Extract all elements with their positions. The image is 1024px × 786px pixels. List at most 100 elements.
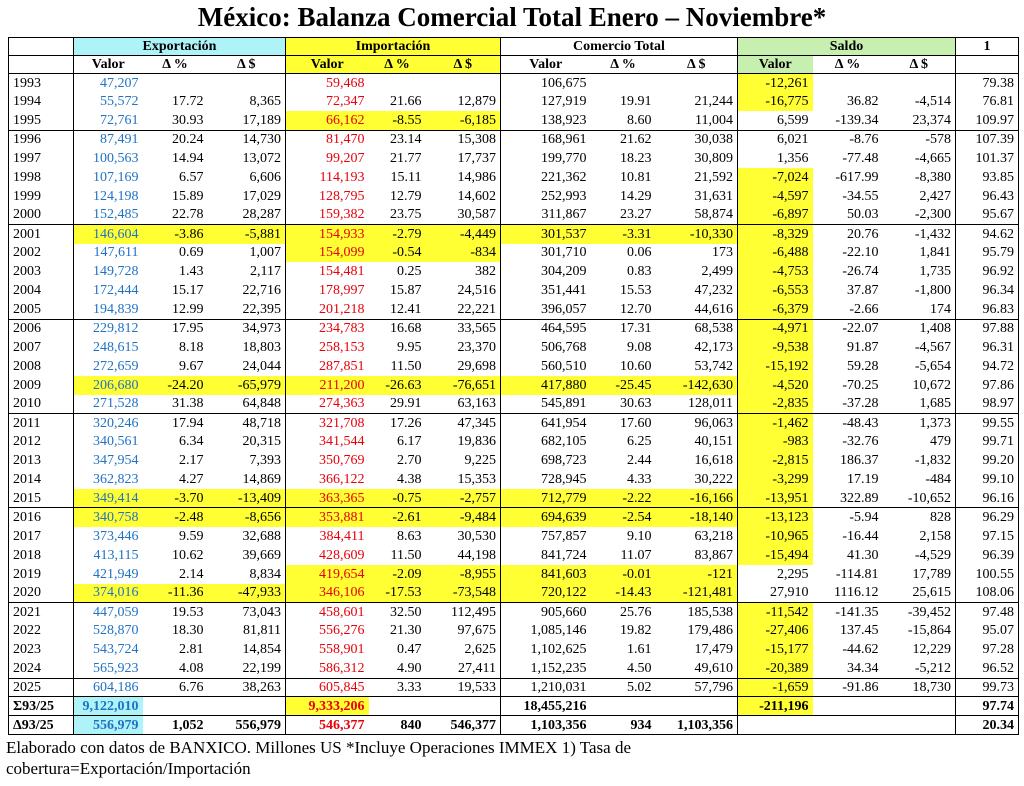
cell: 728,945 — [541, 472, 587, 488]
cell: 2.44 — [627, 453, 652, 469]
cell: -8.55 — [368, 111, 426, 131]
cell: -15,192 — [737, 356, 813, 376]
cell: 11.50 — [390, 547, 422, 563]
cell: 1.43 — [179, 264, 204, 280]
cell: 10,672 — [882, 375, 956, 395]
cell: -211,196 — [737, 696, 813, 716]
cell: 346,106 — [285, 583, 369, 603]
cell: 1,102,625 — [530, 642, 587, 658]
cell — [207, 696, 286, 716]
cell: 39,669 — [207, 545, 286, 565]
cell: 351,441 — [541, 283, 587, 299]
cell: 4.33 — [627, 472, 652, 488]
cell: 21.30 — [390, 623, 422, 639]
cell: 6,606 — [207, 167, 286, 187]
cell: 841,724 — [541, 547, 587, 563]
cell: 96.29 — [955, 507, 1019, 527]
cell — [737, 715, 813, 735]
cell: 0.06 — [627, 245, 652, 261]
cell: 15.87 — [390, 283, 422, 299]
row-label: 2019 — [8, 564, 74, 584]
header-cell — [8, 37, 74, 56]
cell: 0.69 — [179, 245, 204, 261]
cell: 558,901 — [319, 642, 365, 658]
cell: 97.88 — [955, 318, 1019, 338]
cell: 272,659 — [93, 358, 139, 374]
cell: -15,177 — [737, 640, 813, 660]
cell: 49,610 — [655, 659, 738, 678]
header-cell — [8, 55, 74, 74]
cell: 48,718 — [207, 413, 286, 433]
cell: 320,246 — [73, 413, 143, 433]
cell: -114.81 — [835, 566, 879, 582]
cell: 72,761 — [100, 112, 139, 128]
cell: -4,520 — [737, 375, 813, 395]
cell: 30,587 — [425, 205, 501, 225]
cell: 2,427 — [882, 186, 956, 206]
cell: 38,263 — [207, 677, 286, 697]
column-header: Δ $ — [655, 55, 738, 74]
cell: 127,919 — [541, 94, 587, 110]
cell: 20.76 — [812, 224, 883, 244]
cell: 100,563 — [93, 151, 139, 166]
cell: 73,043 — [207, 601, 286, 622]
cell: 2.14 — [179, 566, 204, 582]
cell: 10.62 — [172, 547, 204, 563]
cell: 458,601 — [285, 601, 369, 622]
cell: 29.91 — [390, 396, 422, 412]
cell: 1,735 — [882, 262, 956, 282]
column-header: Valor — [737, 55, 813, 74]
cell: -121 — [655, 564, 738, 584]
cell: -0.75 — [368, 489, 426, 508]
cell: 287,851 — [319, 358, 365, 374]
cell: 274,363 — [319, 396, 365, 412]
cell: 23.14 — [368, 129, 426, 150]
cell: 18,455,216 — [500, 696, 591, 716]
row-label: 1994 — [8, 92, 74, 112]
cell: 396,057 — [541, 301, 587, 317]
cell: 23.75 — [390, 207, 422, 223]
row-label: 2008 — [8, 356, 74, 376]
row-label: 2013 — [8, 451, 74, 471]
cell: 0.83 — [627, 264, 652, 280]
cell: -47,933 — [207, 583, 286, 603]
cell: 19.91 — [620, 94, 652, 110]
cell: 17.19 — [847, 472, 879, 488]
cell: 3.33 — [368, 677, 426, 697]
cell: 34,973 — [207, 318, 286, 338]
cell: 447,059 — [73, 601, 143, 622]
cell: 565,923 — [93, 660, 139, 676]
cell: 94.62 — [955, 224, 1019, 244]
cell: 546,377 — [425, 715, 501, 735]
cell: 4.38 — [397, 472, 422, 488]
cell: 13,072 — [207, 149, 286, 168]
cell: 30,222 — [655, 470, 738, 490]
cell: 44,616 — [655, 300, 738, 320]
cell — [425, 696, 501, 716]
cell: 11.50 — [390, 358, 422, 374]
cell: 29,698 — [425, 356, 501, 376]
cell: -4,665 — [882, 149, 956, 168]
cell: -13,409 — [207, 489, 286, 508]
cell: -27,406 — [737, 621, 813, 641]
row-label: 2005 — [8, 300, 74, 320]
cell: 23,370 — [425, 337, 501, 357]
cell: -10,652 — [882, 489, 956, 508]
cell: 840 — [368, 715, 426, 735]
cell: 4.08 — [179, 660, 204, 676]
cell: -1,659 — [737, 677, 813, 697]
cell: 2.81 — [179, 642, 204, 658]
cell: 94.72 — [982, 358, 1015, 374]
row-label: 1995 — [8, 111, 74, 131]
cell: 374,016 — [73, 583, 143, 603]
column-header: Δ $ — [425, 55, 501, 74]
cell: 14,854 — [207, 640, 286, 660]
cell: 30,038 — [655, 129, 738, 150]
cell: 124,198 — [93, 188, 139, 204]
cell: 18.30 — [172, 623, 204, 639]
title: México: Balanza Comercial Total Enero – … — [197, 2, 827, 32]
cell: 199,770 — [541, 151, 587, 166]
cell: -2.66 — [849, 301, 879, 317]
cell: 87,491 — [73, 129, 143, 150]
